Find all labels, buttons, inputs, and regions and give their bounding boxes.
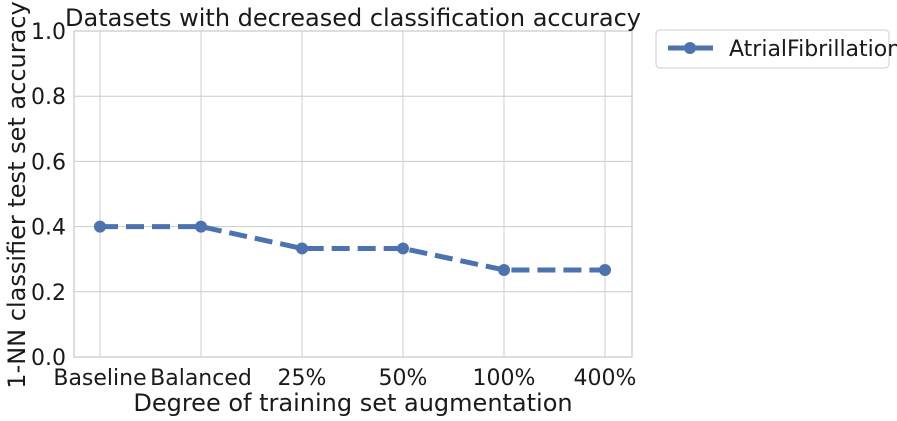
tick-labels: 0.0 0.2 0.4 0.6 0.8 1.0 Baseline Balanced 25% 50%…: [31, 20, 636, 391]
grid: [74, 30, 632, 358]
y-tick-label: 0.8: [31, 85, 66, 110]
y-tick-label: 1.0: [31, 20, 66, 45]
x-axis-title: Degree of training set augmentation: [133, 389, 572, 417]
legend-label-atrialfibrillation: AtrialFibrillation: [729, 37, 897, 62]
chart-title: Datasets with decreased classification a…: [65, 4, 641, 32]
series-line: [100, 224, 605, 273]
data-point: [195, 220, 207, 233]
legend-marker-atrialfibrillation: [684, 42, 696, 54]
y-tick-label: 0.4: [31, 216, 66, 241]
data-point: [296, 242, 308, 255]
legend: AtrialFibrillation: [655, 29, 897, 69]
data-point: [94, 220, 106, 233]
x-tick-label: 25%: [278, 366, 327, 391]
x-tick-label: 100%: [473, 366, 536, 391]
y-axis-title: 1-NN classifier test set accuracy: [3, 1, 31, 388]
y-tick-label: 0.6: [31, 150, 66, 175]
x-tick-label: 50%: [379, 366, 428, 391]
data-point: [397, 242, 409, 255]
series-marks: [94, 220, 611, 276]
data-point: [498, 263, 510, 276]
legend-frame: [655, 29, 890, 69]
y-tick-label: 0.0: [31, 346, 66, 371]
x-tick-label: Baseline: [53, 366, 146, 391]
plot-frame: [73, 30, 633, 358]
data-point: [599, 263, 611, 276]
x-tick-label: 400%: [574, 366, 637, 391]
y-tick-label: 0.2: [31, 281, 66, 306]
x-tick-label: Balanced: [150, 366, 252, 391]
